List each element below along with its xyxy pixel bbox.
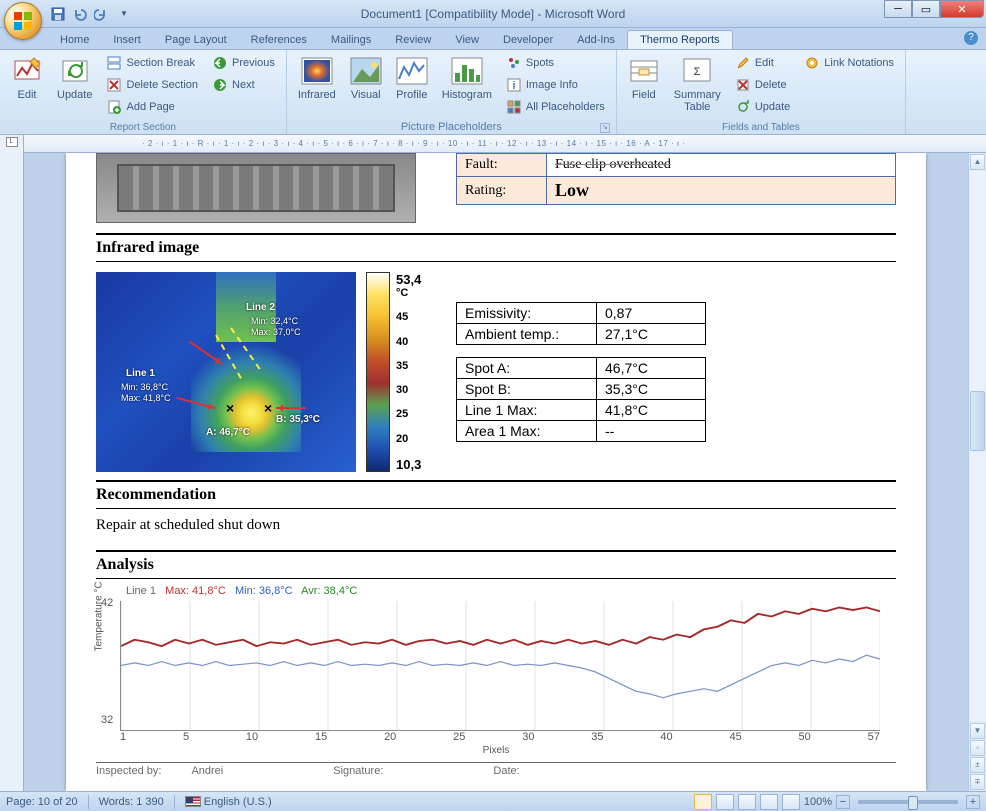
section-break-button[interactable]: Section Break — [101, 52, 203, 74]
tab-view[interactable]: View — [443, 31, 491, 49]
infrared-image: Line 2 Min: 32,4°C Max: 37,0°C Line 1 Mi… — [96, 272, 356, 472]
previous-button[interactable]: Previous — [207, 52, 280, 74]
launcher-icon[interactable]: ↘ — [600, 123, 610, 133]
browse-object-icon[interactable]: ◦ — [970, 740, 985, 756]
histogram-button[interactable]: Histogram — [437, 52, 497, 104]
spots-button[interactable]: Spots — [501, 52, 610, 74]
web-layout-view-button[interactable] — [738, 794, 756, 810]
draft-view-button[interactable] — [782, 794, 800, 810]
all-placeholders-button[interactable]: All Placeholders — [501, 96, 610, 118]
document-page: Fault:Fuse clip overheated Rating:Low In… — [66, 153, 926, 791]
status-lang[interactable]: English (U.S.) — [185, 796, 272, 808]
tab-page-layout[interactable]: Page Layout — [153, 31, 239, 49]
measurement-table: Emissivity:0,87 Ambient temp.:27,1°C — [456, 302, 706, 345]
recommendation-text: Repair at scheduled shut down — [96, 509, 896, 542]
group-fields-tables: Fields and Tables — [623, 121, 899, 134]
add-page-button[interactable]: Add Page — [101, 96, 203, 118]
visual-photo — [96, 153, 416, 223]
profile-button[interactable]: Profile — [391, 52, 433, 104]
save-icon[interactable] — [50, 6, 66, 22]
minimize-button[interactable]: ─ — [884, 0, 912, 18]
summary-table-button[interactable]: ΣSummary Table — [669, 52, 726, 116]
image-info-button[interactable]: iImage Info — [501, 74, 610, 96]
redo-icon[interactable] — [94, 6, 110, 22]
profile-chart: 4232 Temperature °C — [120, 601, 880, 731]
scroll-thumb[interactable] — [970, 391, 985, 451]
undo-icon[interactable] — [72, 6, 88, 22]
window-title: Document1 [Compatibility Mode] - Microso… — [361, 7, 626, 21]
vertical-ruler: L — [0, 135, 24, 791]
update-label: Update — [57, 89, 92, 101]
tab-home[interactable]: Home — [48, 31, 101, 49]
ribbon: Edit Update Section Break Delete Section… — [0, 50, 986, 135]
chart-xticks: 1510 152025 303540 455057 — [120, 731, 880, 743]
status-page[interactable]: Page: 10 of 20 — [6, 796, 78, 808]
field-button[interactable]: Field — [623, 52, 665, 104]
svg-text:Σ: Σ — [694, 66, 701, 78]
group-picture-placeholders: Picture Placeholders↘ — [293, 120, 610, 134]
delete-section-button[interactable]: Delete Section — [101, 74, 203, 96]
full-screen-view-button[interactable] — [716, 794, 734, 810]
group-report-section: Report Section — [6, 121, 280, 134]
section-header-rec: Recommendation — [96, 480, 896, 509]
tab-add-ins[interactable]: Add-Ins — [565, 31, 627, 49]
visual-button[interactable]: Visual — [345, 52, 387, 104]
zoom-level[interactable]: 100% — [804, 796, 832, 808]
scroll-down-icon[interactable]: ▼ — [970, 723, 985, 739]
chart-legend: Line 1 Max: 41,8°C Min: 36,8°C Avr: 38,4… — [126, 585, 896, 597]
next-page-icon[interactable]: ∓ — [970, 774, 985, 790]
next-button[interactable]: Next — [207, 74, 280, 96]
tab-mailings[interactable]: Mailings — [319, 31, 383, 49]
edit-button[interactable]: Edit — [6, 52, 48, 104]
scale-labels: 53,4°C 454035 302520 10,3 — [394, 272, 423, 472]
status-words[interactable]: Words: 1 390 — [99, 796, 164, 808]
tab-review[interactable]: Review — [383, 31, 443, 49]
prev-page-icon[interactable]: ± — [970, 757, 985, 773]
ribbon-tabs: Home Insert Page Layout References Maili… — [0, 28, 986, 50]
delete-button[interactable]: Delete — [730, 74, 795, 96]
color-scale — [366, 272, 390, 472]
spot-table: Spot A:46,7°C Spot B:35,3°C Line 1 Max:4… — [456, 357, 706, 442]
vertical-scrollbar[interactable]: ▲ ▼ ◦ ± ∓ — [968, 153, 986, 791]
help-icon[interactable]: ? — [964, 31, 978, 45]
outline-view-button[interactable] — [760, 794, 778, 810]
tab-insert[interactable]: Insert — [101, 31, 153, 49]
close-button[interactable]: ✕ — [940, 0, 984, 18]
infrared-button[interactable]: Infrared — [293, 52, 341, 104]
qat-dropdown-icon[interactable]: ▼ — [116, 6, 132, 22]
update2-button[interactable]: Update — [730, 96, 795, 118]
zoom-slider[interactable] — [858, 800, 958, 804]
svg-text:i: i — [512, 80, 515, 92]
maximize-button[interactable]: ▭ — [912, 0, 940, 18]
zoom-out-button[interactable]: − — [836, 795, 850, 809]
update-button[interactable]: Update — [52, 52, 97, 104]
chart-xlabel: Pixels — [96, 745, 896, 756]
link-notations-button[interactable]: Link Notations — [799, 52, 899, 74]
section-header-ir: Infrared image — [96, 233, 896, 262]
zoom-in-button[interactable]: + — [966, 795, 980, 809]
status-bar: Page: 10 of 20 Words: 1 390 English (U.S… — [0, 791, 986, 811]
horizontal-ruler: · 2 · ı · 1 · ı · R · ı · 1 · ı · 2 · ı … — [24, 135, 986, 153]
tab-thermo-reports[interactable]: Thermo Reports — [627, 30, 732, 49]
flag-icon — [185, 796, 201, 807]
edit2-button[interactable]: Edit — [730, 52, 795, 74]
office-button[interactable] — [4, 2, 42, 40]
tab-developer[interactable]: Developer — [491, 31, 565, 49]
rating-table: Fault:Fuse clip overheated Rating:Low — [456, 153, 896, 205]
edit-label: Edit — [18, 89, 37, 101]
section-header-analysis: Analysis — [96, 550, 896, 579]
scroll-up-icon[interactable]: ▲ — [970, 154, 985, 170]
tab-references[interactable]: References — [239, 31, 319, 49]
print-layout-view-button[interactable] — [694, 794, 712, 810]
